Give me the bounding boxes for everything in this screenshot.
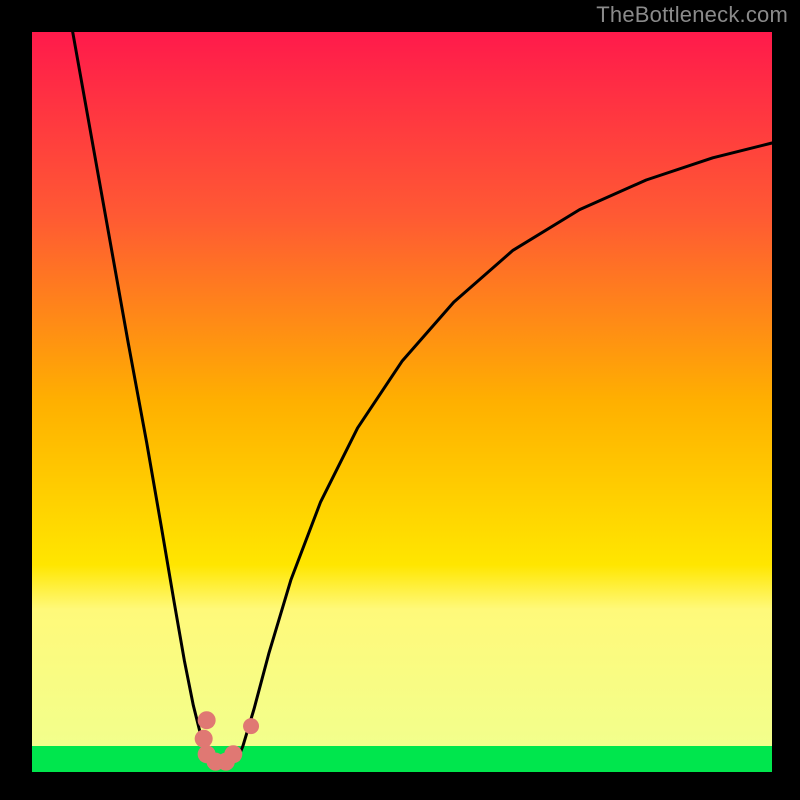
marker-dot [195, 730, 213, 748]
marker-dot [243, 718, 259, 734]
chart-frame: TheBottleneck.com [0, 0, 800, 800]
marker-group [195, 711, 259, 770]
plot-area [32, 32, 772, 772]
curve-right [238, 143, 772, 759]
curve-left [73, 32, 210, 759]
marker-dot [224, 745, 242, 763]
chart-svg [32, 32, 772, 772]
marker-dot [198, 711, 216, 729]
watermark-text: TheBottleneck.com [596, 2, 788, 28]
